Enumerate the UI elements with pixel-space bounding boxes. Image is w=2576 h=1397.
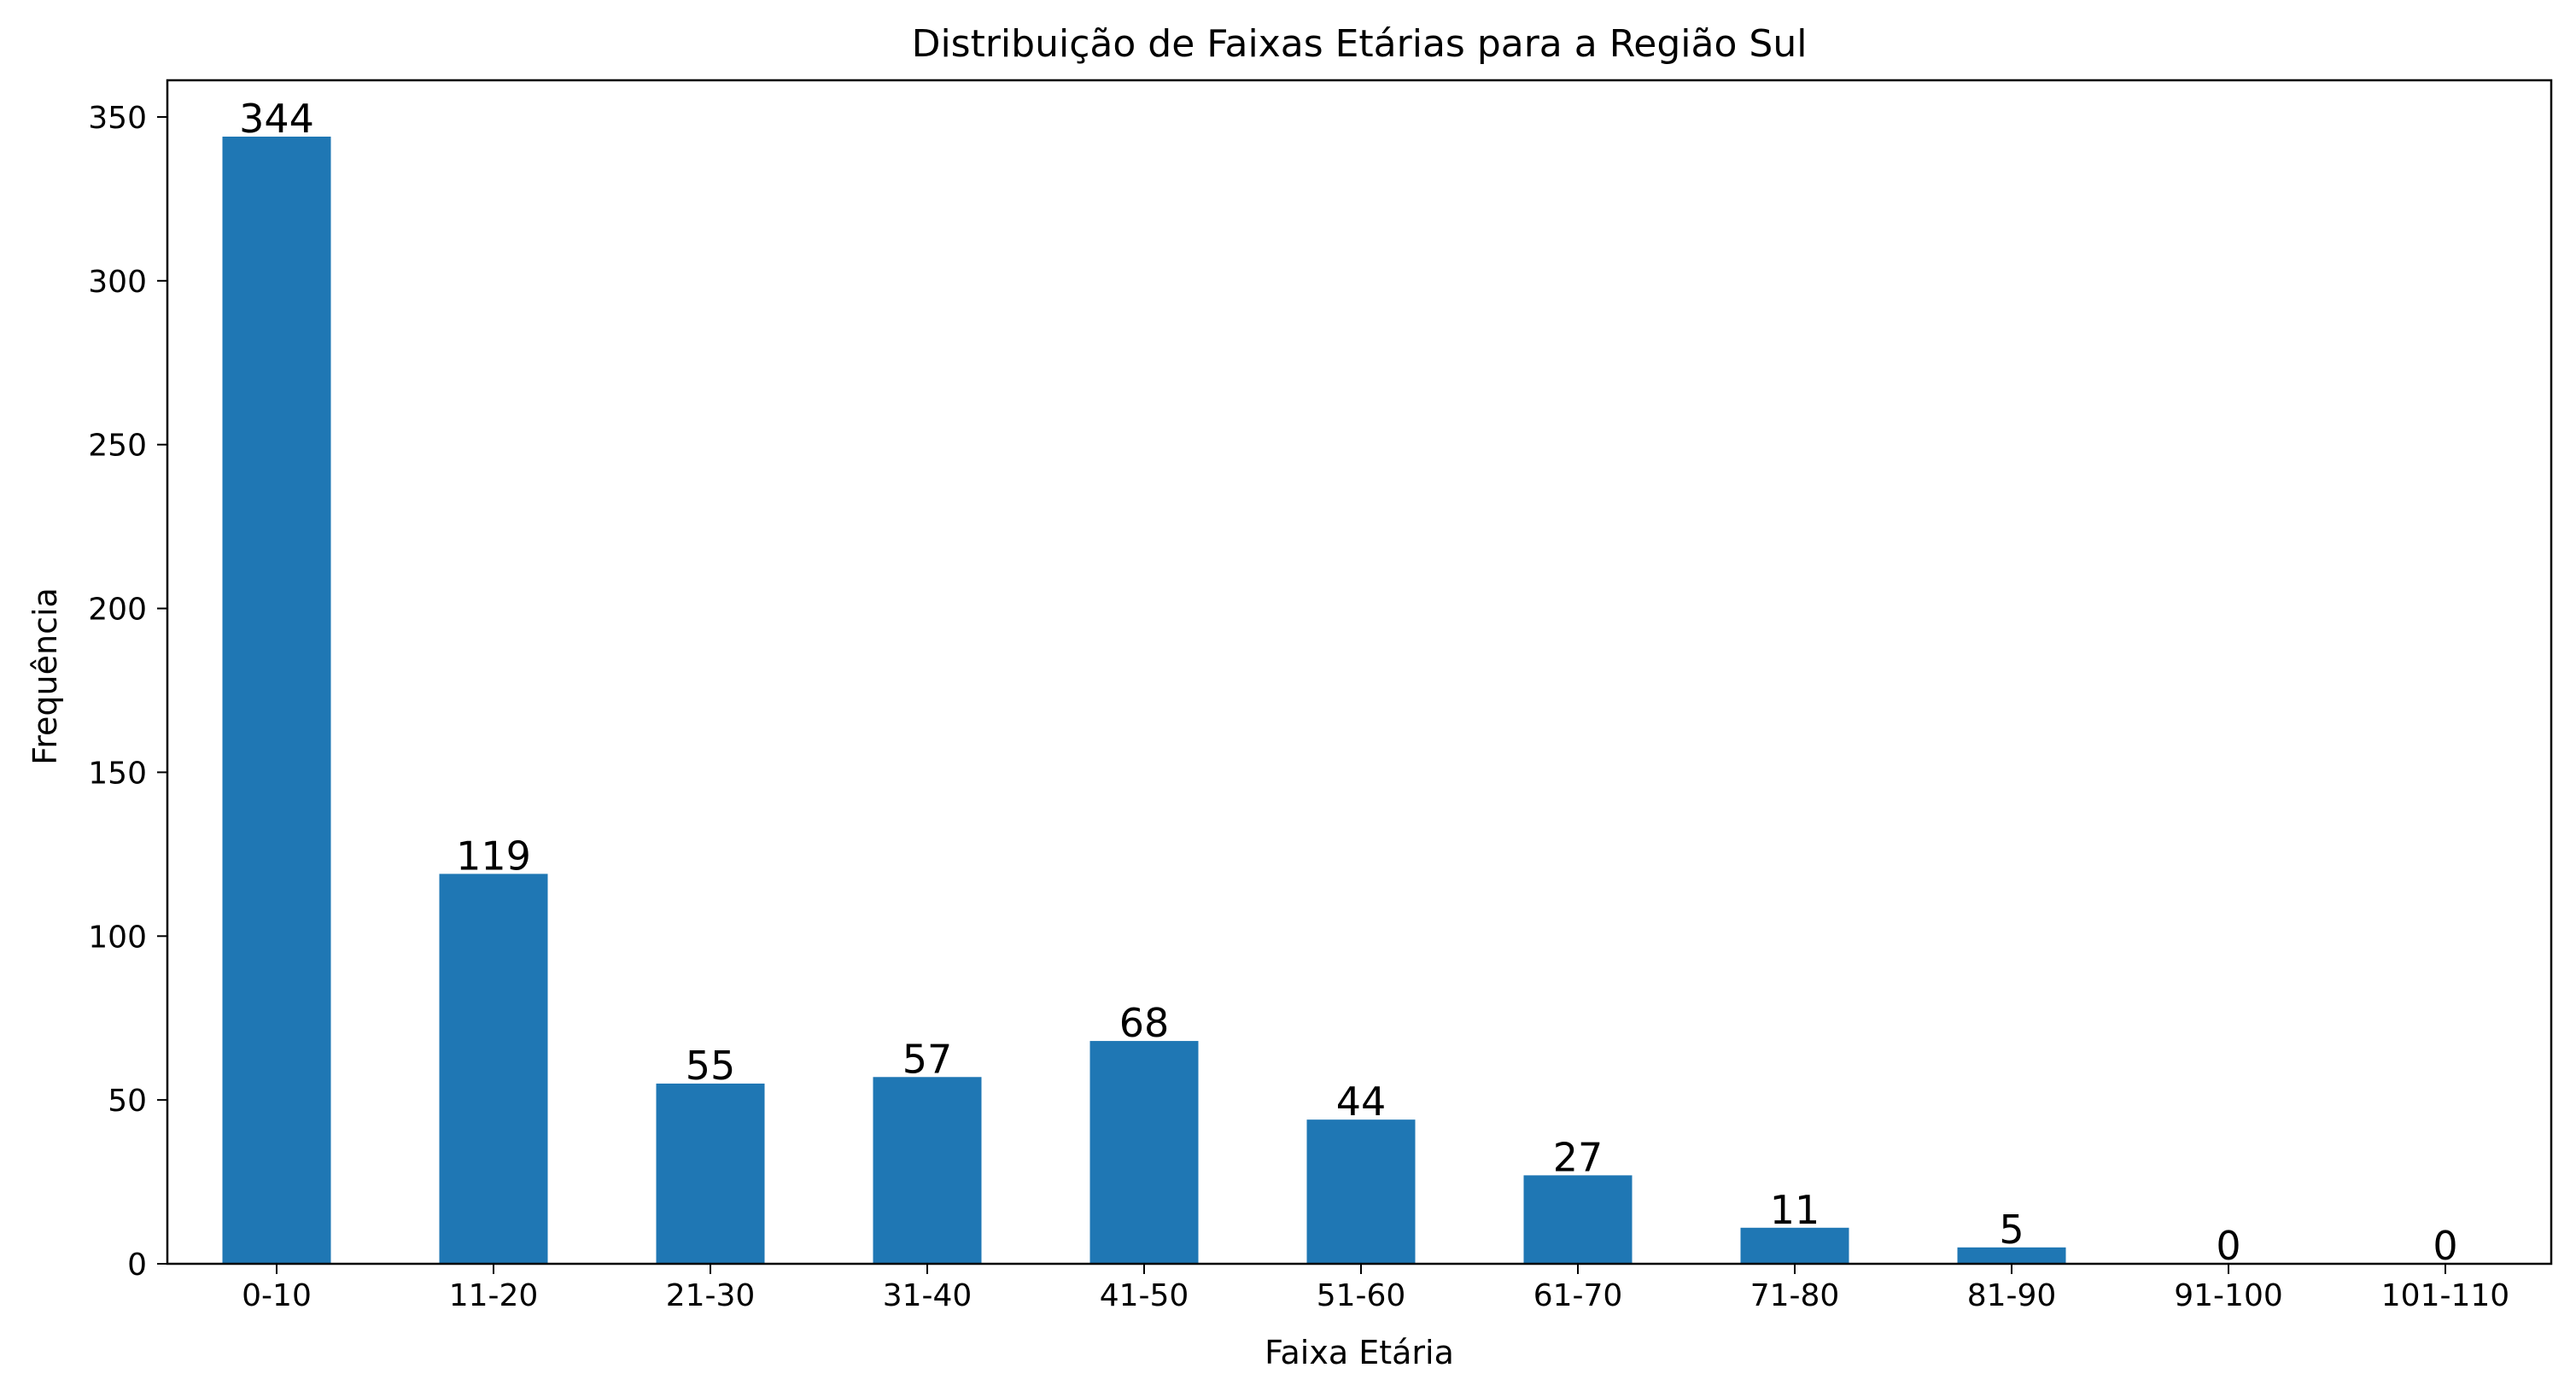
y-tick-label: 200 <box>88 593 147 628</box>
bar-31-40 <box>873 1077 982 1264</box>
data-label-91-100: 0 <box>2216 1223 2240 1269</box>
data-label-51-60: 44 <box>1336 1078 1387 1125</box>
y-tick-label: 350 <box>88 101 147 136</box>
y-tick-label: 250 <box>88 429 147 464</box>
y-tick-label: 300 <box>88 265 147 300</box>
y-tick-label: 100 <box>88 920 147 955</box>
x-tick-label: 101-110 <box>2381 1278 2509 1313</box>
data-label-0-10: 344 <box>239 96 314 142</box>
bar-71-80 <box>1740 1227 1849 1264</box>
x-tick-label: 31-40 <box>883 1278 973 1313</box>
data-label-81-90: 5 <box>1999 1207 2024 1253</box>
bar-51-60 <box>1306 1119 1416 1264</box>
y-axis-label: Frequência <box>26 587 64 765</box>
bars-group <box>222 137 2066 1264</box>
bar-21-30 <box>656 1083 765 1264</box>
x-axis-label: Faixa Etária <box>1265 1334 1454 1371</box>
bar-81-90 <box>1957 1247 2066 1264</box>
x-tick-label: 41-50 <box>1100 1278 1189 1313</box>
y-tick-label: 50 <box>108 1084 147 1119</box>
x-tick-label: 0-10 <box>242 1278 312 1313</box>
x-tick-label: 71-80 <box>1750 1278 1840 1313</box>
data-label-101-110: 0 <box>2433 1223 2457 1269</box>
data-label-31-40: 57 <box>902 1036 953 1082</box>
x-tick-label: 81-90 <box>1967 1278 2057 1313</box>
y-tick-label: 150 <box>88 756 147 791</box>
bar-11-20 <box>439 874 548 1264</box>
bar-61-70 <box>1523 1175 1633 1264</box>
x-tick-label: 91-100 <box>2174 1278 2283 1313</box>
data-label-11-20: 119 <box>456 833 531 879</box>
x-tick-label: 61-70 <box>1533 1278 1623 1313</box>
y-ticks-group: 0 50 100 150 200 250 300 350 <box>88 101 167 1283</box>
x-tick-label: 21-30 <box>666 1278 756 1313</box>
x-ticks-group: 0-10 11-20 21-30 31-40 41-50 51-60 61-70 71-80 8… <box>242 1264 2509 1313</box>
data-label-71-80: 11 <box>1770 1187 1820 1233</box>
chart-title: Distribuição de Faixas Etárias para a Re… <box>912 22 1808 66</box>
data-label-21-30: 55 <box>686 1043 736 1089</box>
bar-41-50 <box>1089 1041 1199 1264</box>
plot-frame <box>166 79 2553 1265</box>
bar-0-10 <box>222 137 331 1264</box>
x-tick-label: 51-60 <box>1317 1278 1406 1313</box>
data-label-61-70: 27 <box>1553 1134 1603 1180</box>
data-labels-group: 344 119 55 57 68 44 27 11 5 0 0 <box>239 96 2458 1269</box>
data-label-41-50: 68 <box>1119 1000 1170 1046</box>
y-tick-label: 0 <box>127 1248 147 1283</box>
x-tick-label: 11-20 <box>449 1278 539 1313</box>
